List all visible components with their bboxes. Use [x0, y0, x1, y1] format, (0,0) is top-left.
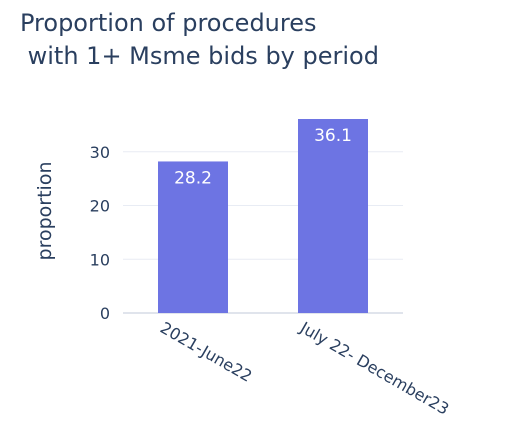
y-tick-label: 0 — [100, 304, 110, 323]
x-axis-ticks: 2021-June22 July 22- December23 — [157, 318, 452, 419]
bar-1 — [298, 119, 368, 313]
bar-0 — [158, 161, 228, 313]
y-axis-title: proportion — [34, 162, 56, 261]
chart-title-line-1: Proportion of procedures — [20, 9, 317, 37]
y-tick-label: 20 — [90, 197, 110, 216]
x-tick-label: July 22- December23 — [296, 318, 452, 419]
y-tick-label: 10 — [90, 250, 110, 269]
x-tick-label: 2021-June22 — [157, 318, 255, 386]
chart-title-line-2: with 1+ Msme bids by period — [20, 42, 379, 70]
y-tick-label: 30 — [90, 143, 110, 162]
y-axis-ticks: 0 10 20 30 — [90, 143, 110, 323]
bar-value-label: 36.1 — [314, 126, 352, 146]
bar-value-label: 28.2 — [174, 168, 212, 188]
bars: 28.2 36.1 — [158, 119, 368, 313]
